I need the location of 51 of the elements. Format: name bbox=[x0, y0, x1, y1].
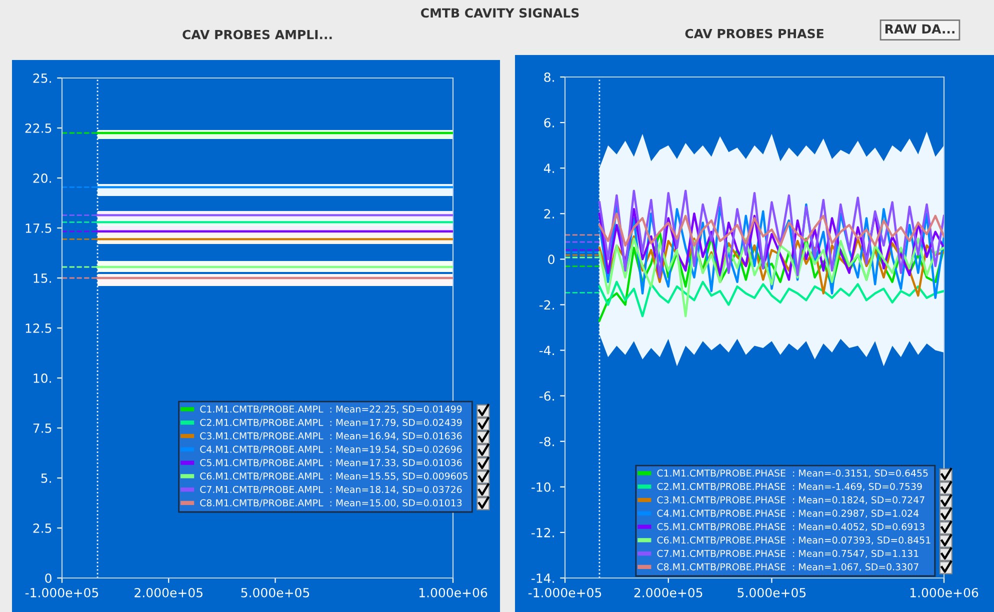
legend-label: C2.M1.CMTB/PROBE.PHASE : Mean=-1.469, SD=0.7539 bbox=[657, 482, 922, 492]
y-tick-label: 0 bbox=[548, 254, 554, 264]
legend-label: C6.M1.CMTB/PROBE.AMPL : Mean=15.55, SD=0.009605 bbox=[200, 472, 468, 481]
y-tick-label: 4. bbox=[544, 164, 554, 173]
legend-label: C1.M1.CMTB/PROBE.AMPL : Mean=22.25, SD=0.01499 bbox=[200, 406, 462, 414]
legend-label: C1.M1.CMTB/PROBE.PHASE : Mean=-0.3151, SD=0.6455 bbox=[657, 470, 928, 478]
x-tick-label: -1.000e+05 bbox=[528, 588, 602, 598]
y-tick-label: -6. bbox=[539, 391, 554, 401]
y-tick-label: 10. bbox=[34, 373, 51, 383]
legend-label: C7.M1.CMTB/PROBE.AMPL : Mean=18.14, SD=0.03726 bbox=[200, 486, 462, 494]
y-tick-label: -2. bbox=[539, 300, 554, 310]
legend-label: C4.M1.CMTB/PROBE.AMPL : Mean=19.54, SD=0.02696 bbox=[200, 446, 462, 454]
x-tick-label: 1.000e+06 bbox=[910, 588, 978, 598]
y-tick-label: 17.5 bbox=[26, 224, 52, 233]
legend-label: C6.M1.CMTB/PROBE.PHASE : Mean=0.07393, SD=0.8451 bbox=[657, 536, 930, 545]
y-tick-label: 7.5 bbox=[33, 424, 52, 433]
y-tick-label: 5. bbox=[41, 474, 51, 483]
legend-label: C7.M1.CMTB/PROBE.PHASE : Mean=0.7547, SD=1.131 bbox=[657, 550, 918, 558]
legend-label: C3.M1.CMTB/PROBE.PHASE : Mean=0.1824, SD=0.7247 bbox=[657, 496, 924, 504]
y-tick-label: 22.5 bbox=[25, 123, 52, 133]
x-tick-label: 2.000e+05 bbox=[634, 588, 702, 598]
y-tick-label: 12.5 bbox=[26, 323, 52, 333]
chart-title: CAV PROBES PHASE bbox=[685, 28, 824, 38]
text: CMTB CAVITY SIGNALS bbox=[420, 8, 579, 18]
legend-label: C8.M1.CMTB/PROBE.AMPL : Mean=15.00, SD=0.01013 bbox=[200, 499, 462, 508]
text: RAW DA... bbox=[885, 24, 954, 34]
y-tick-label: 8. bbox=[544, 72, 554, 82]
x-tick-label: 2.000e+05 bbox=[134, 588, 202, 598]
y-tick-label: -4. bbox=[539, 346, 554, 356]
x-tick-label: 1.000e+06 bbox=[419, 588, 488, 598]
y-tick-label: 2.5 bbox=[33, 523, 52, 533]
legend-label: C5.M1.CMTB/PROBE.PHASE : Mean=0.4052, SD=0.6913 bbox=[657, 523, 924, 532]
x-tick-label: 5.000e+05 bbox=[241, 588, 310, 598]
y-tick-label: 20. bbox=[33, 173, 51, 183]
y-tick-label: 2. bbox=[544, 209, 554, 218]
x-tick-label: 5.000e+05 bbox=[738, 588, 806, 598]
y-tick-label: -8. bbox=[539, 436, 554, 446]
y-tick-label: 25. bbox=[33, 73, 51, 83]
y-tick-label: 0 bbox=[45, 573, 52, 583]
legend-label: C2.M1.CMTB/PROBE.AMPL : Mean=17.79, SD=0.02439 bbox=[200, 418, 462, 428]
x-tick-label: -1.000e+05 bbox=[25, 588, 98, 598]
y-tick-label: -12. bbox=[532, 528, 554, 538]
y-tick-label: -10. bbox=[532, 482, 554, 492]
legend-label: C5.M1.CMTB/PROBE.AMPL : Mean=17.33, SD=0.01036 bbox=[200, 459, 462, 468]
legend-label: C3.M1.CMTB/PROBE.AMPL : Mean=16.94, SD=0.01636 bbox=[200, 432, 462, 440]
y-tick-label: 6. bbox=[544, 118, 554, 128]
legend-label: C4.M1.CMTB/PROBE.PHASE : Mean=0.2987, SD=1.024 bbox=[657, 510, 919, 518]
y-tick-label: -14. bbox=[532, 574, 554, 583]
legend-label: C8.M1.CMTB/PROBE.PHASE : Mean=1.067, SD=0.3307 bbox=[657, 563, 918, 572]
y-tick-label: 15. bbox=[34, 274, 51, 283]
chart-title: CAV PROBES AMPLI... bbox=[182, 30, 332, 40]
